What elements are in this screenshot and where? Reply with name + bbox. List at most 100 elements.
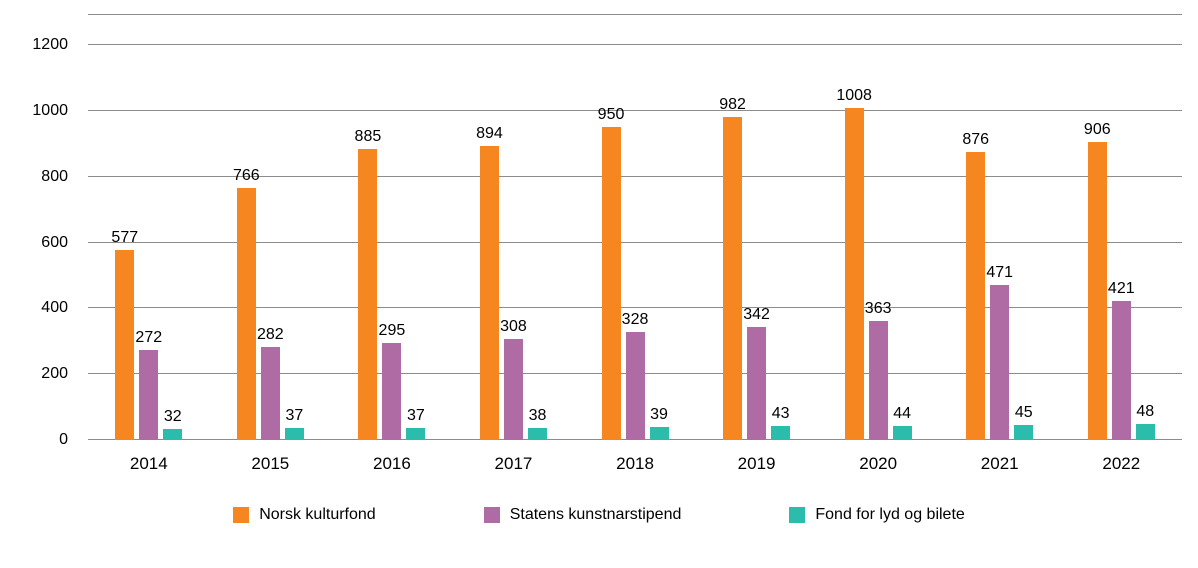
bar-value-label-statens-kunstnarstipend-2022: 421	[1107, 280, 1135, 298]
bar-group-2021: 876 471 45	[939, 14, 1061, 440]
bar-norsk-kulturfond-2022: 906	[1084, 121, 1111, 440]
x-tick-label-2017: 2017	[494, 454, 533, 473]
x-axis: 2014 2015 2016 2017 2018 2019 2020 2021 2022	[88, 454, 1182, 474]
bar-group-inner-2019: 982 342 43	[719, 96, 791, 440]
bar-group-2016: 885 295 37	[331, 14, 453, 440]
bar-norsk-kulturfond-2015: 766	[233, 167, 260, 440]
bar-statens-kunstnarstipend-2014: 272	[135, 330, 162, 440]
legend-item-norsk-kulturfond: Norsk kulturfond	[233, 506, 376, 524]
bar-group-2017: 894 308 38	[453, 14, 575, 440]
bar-fond-for-lyd-og-bilete-2015: 37	[284, 407, 304, 440]
y-tick-label-1200: 1200	[32, 36, 68, 53]
bar-value-label-fond-for-lyd-og-bilete-2014: 32	[163, 408, 182, 426]
x-tick-label-2016: 2016	[372, 454, 411, 473]
bar-group-2015: 766 282 37	[210, 14, 332, 440]
bar-norsk-kulturfond-2017: 894	[476, 125, 503, 440]
legend-label: Statens kunstnarstipend	[509, 506, 682, 523]
bar-fond-for-lyd-og-bilete-2021: 45	[1014, 405, 1034, 440]
bar-value-label-fond-for-lyd-og-bilete-2021: 45	[1014, 404, 1033, 422]
y-tick-label-400: 400	[41, 299, 68, 317]
bar-value-label-norsk-kulturfond-2018: 950	[597, 106, 625, 124]
bar-value-label-statens-kunstnarstipend-2020: 363	[864, 299, 892, 317]
bar-statens-kunstnarstipend-2018: 328	[622, 312, 648, 440]
bar-value-label-norsk-kulturfond-2015: 766	[232, 166, 260, 184]
bar-value-label-norsk-kulturfond-2016: 885	[354, 127, 382, 145]
bar-value-label-fond-for-lyd-og-bilete-2022: 48	[1136, 403, 1155, 421]
bar-fond-for-lyd-og-bilete-2019: 43	[771, 405, 791, 440]
bar-group-2022: 906 421 48	[1061, 14, 1183, 440]
bar-statens-kunstnarstipend-2021: 471	[986, 264, 1013, 440]
y-tick-label-200: 200	[41, 365, 68, 383]
bar-value-label-norsk-kulturfond-2019: 982	[719, 95, 746, 113]
bar-value-label-statens-kunstnarstipend-2019: 342	[743, 306, 770, 324]
bar-group-inner-2018: 950 328 39	[598, 107, 669, 440]
bar-group-inner-2022: 906 421 48	[1084, 121, 1155, 440]
y-tick-label-1000: 1000	[32, 101, 68, 119]
bar-group-inner-2021: 876 471 45	[962, 131, 1034, 440]
bar-statens-kunstnarstipend-2015: 282	[257, 327, 284, 440]
legend-item-statens-kunstnarstipend: Statens kunstnarstipend	[483, 506, 682, 524]
bar-norsk-kulturfond-2021: 876	[962, 131, 989, 440]
y-tick-label-0: 0	[59, 431, 68, 448]
bar-norsk-kulturfond-2016: 885	[355, 128, 381, 440]
x-tick-label-2020: 2020	[859, 454, 898, 473]
bar-value-label-statens-kunstnarstipend-2014: 272	[135, 329, 163, 347]
bar-fond-for-lyd-og-bilete-2022: 48	[1135, 404, 1155, 440]
bar-statens-kunstnarstipend-2016: 295	[379, 322, 405, 440]
x-tick-label-2019: 2019	[737, 454, 776, 473]
bar-group-inner-2015: 766 282 37	[233, 167, 304, 440]
bar-group-inner-2014: 577 272 32	[111, 230, 183, 440]
legend: Norsk kulturfond Statens kunstnarstipend F…	[0, 506, 1198, 524]
bar-value-label-fond-for-lyd-og-bilete-2016: 37	[407, 406, 425, 424]
gridline-800	[88, 175, 1182, 177]
chart-top-border	[88, 14, 1182, 15]
bar-fond-for-lyd-og-bilete-2018: 39	[649, 407, 669, 440]
bar-value-label-statens-kunstnarstipend-2015: 282	[256, 326, 284, 344]
bar-group-inner-2016: 885 295 37	[355, 128, 426, 440]
legend-label: Norsk kulturfond	[259, 506, 376, 523]
y-tick-label-600: 600	[41, 233, 68, 251]
bar-value-label-norsk-kulturfond-2021: 876	[962, 130, 990, 148]
bar-value-label-norsk-kulturfond-2017: 894	[476, 124, 503, 142]
bar-value-label-norsk-kulturfond-2022: 906	[1083, 120, 1111, 138]
bar-group-2019: 982 342 43	[696, 14, 818, 440]
legend-item-fond-for-lyd-og-bilete: Fond for lyd og bilete	[789, 506, 965, 524]
bar-norsk-kulturfond-2018: 950	[598, 107, 624, 440]
bar-statens-kunstnarstipend-2022: 421	[1108, 281, 1135, 440]
legend-swatch-icon	[789, 507, 806, 523]
bar-statens-kunstnarstipend-2019: 342	[743, 307, 770, 440]
bar-groups: 577 272 32 766 282 37 885 295 37 894 308 38 950 328 39…	[88, 14, 1182, 440]
gridline-400	[88, 307, 1182, 309]
bar-value-label-fond-for-lyd-og-bilete-2018: 39	[650, 406, 668, 424]
bar-value-label-fond-for-lyd-og-bilete-2020: 44	[893, 404, 912, 422]
gridline-1200	[88, 44, 1182, 45]
bar-fond-for-lyd-og-bilete-2017: 38	[527, 407, 547, 440]
legend-label: Fond for lyd og bilete	[815, 506, 965, 523]
bar-statens-kunstnarstipend-2017: 308	[500, 318, 527, 440]
bar-norsk-kulturfond-2014: 577	[111, 230, 138, 440]
x-tick-label-2014: 2014	[129, 454, 168, 473]
bar-fond-for-lyd-og-bilete-2014: 32	[163, 409, 183, 440]
bar-value-label-statens-kunstnarstipend-2021: 471	[986, 263, 1014, 281]
bar-group-inner-2020: 1008 363 44	[836, 88, 912, 440]
bar-value-label-statens-kunstnarstipend-2017: 308	[500, 317, 527, 335]
x-tick-label-2018: 2018	[616, 454, 654, 473]
bar-group-2014: 577 272 32	[88, 14, 210, 440]
gridline-1000	[88, 109, 1182, 111]
legend-swatch-icon	[483, 507, 500, 523]
x-tick-label-2015: 2015	[251, 454, 290, 473]
gridline-600	[88, 241, 1182, 243]
bar-value-label-statens-kunstnarstipend-2016: 295	[378, 321, 406, 339]
bar-value-label-norsk-kulturfond-2014: 577	[111, 229, 139, 247]
bar-norsk-kulturfond-2020: 1008	[836, 88, 872, 440]
bar-fond-for-lyd-og-bilete-2016: 37	[406, 407, 426, 440]
bar-value-label-norsk-kulturfond-2020: 1008	[836, 87, 872, 105]
y-tick-label-800: 800	[41, 167, 68, 185]
bar-value-label-statens-kunstnarstipend-2018: 328	[621, 311, 649, 329]
bar-value-label-fond-for-lyd-og-bilete-2015: 37	[285, 406, 304, 424]
bar-norsk-kulturfond-2019: 982	[719, 96, 746, 440]
legend-swatch-icon	[233, 507, 250, 523]
x-tick-label-2022: 2022	[1102, 454, 1141, 473]
plot-area: 0 200 400 600 800 1000 1200 577 272 32 766 282 37 885…	[32, 14, 1182, 448]
